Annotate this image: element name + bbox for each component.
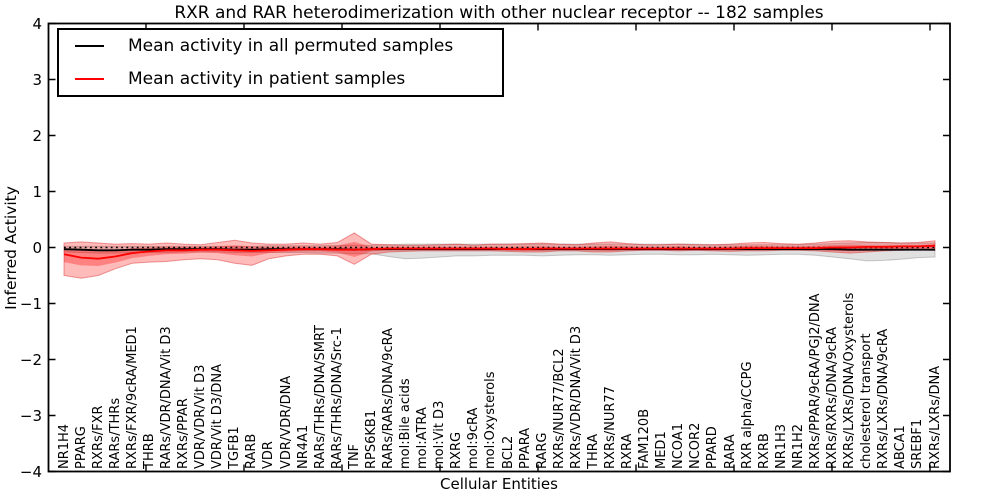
x-tick-label: RARG (534, 432, 550, 469)
x-tick-label: RARB (244, 433, 260, 469)
x-tick-label: RXRs/LXRs/DNA (927, 365, 943, 469)
y-tick-label: 2 (32, 126, 42, 145)
permuted-line-swatch (75, 45, 104, 48)
x-tick-label: RARs/RARs/DNA/9cRA (380, 328, 396, 469)
x-tick-label: NR1H3 (773, 423, 789, 469)
x-tick-label: SREBF1 (910, 418, 926, 469)
x-tick-label: VDR/VDR/Vit D3 (193, 364, 209, 469)
x-tick-label: RARs/THRs/DNA/SMRT (312, 325, 328, 469)
x-tick-label: RXRs/NUR77 (603, 386, 618, 469)
x-tick-label: RARs/VDR/DNA/Vit D3 (158, 326, 174, 469)
x-tick-label: mol:Oxysterols (483, 371, 499, 470)
x-tick-label: THRB (141, 433, 157, 469)
x-tick-label: mol:Vit D3 (432, 400, 448, 469)
x-tick-label: VDR/VDR/DNA (278, 375, 294, 469)
x-tick-label: PPARA (517, 427, 533, 469)
y-tick-label: 3 (32, 70, 42, 89)
x-tick-label: RXRB (756, 433, 772, 469)
x-tick-label: NCOA1 (671, 423, 687, 469)
chart-title: RXR and RAR heterodimerization with othe… (174, 3, 824, 23)
axis-tick-marks (48, 22, 950, 473)
x-tick-label: FAM120B (637, 408, 653, 469)
x-tick-label: RARs/THRs (107, 397, 123, 469)
x-tick-label: NR1H2 (790, 423, 806, 469)
y-tick-label: −2 (19, 350, 42, 369)
y-tick-label: 1 (32, 182, 42, 201)
x-tick-label: ABCA1 (893, 425, 909, 469)
legend-label-patient: Mean activity in patient samples (128, 68, 406, 89)
x-tick-label: RARA (722, 434, 738, 469)
x-axis-label: Cellular Entities (440, 475, 558, 493)
x-tick-label: PPARD (705, 426, 721, 469)
x-tick-label: mol:ATRA (415, 407, 431, 469)
x-tick-label: RXR alpha/CCPG (739, 361, 755, 469)
x-tick-label: TNF (346, 443, 362, 469)
x-tick-label: RXRs/RXRs/DNA/9cRA (825, 326, 841, 469)
x-tick-label: THRA (585, 433, 601, 469)
x-tick-label: BCL2 (500, 435, 516, 469)
legend-item-permuted: Mean activity in all permuted samples (59, 30, 502, 63)
x-tick-label: RXRs/LXRs/DNA/Oxysterols (842, 292, 858, 469)
y-tick-label: −4 (19, 462, 42, 481)
y-tick-label: 4 (32, 14, 42, 33)
patient-line-swatch (75, 77, 104, 80)
y-tick-label: −3 (19, 406, 42, 425)
x-tick-label: TGFB1 (227, 426, 243, 469)
x-tick-label: NR1H4 (56, 423, 72, 469)
x-tick-label: NCOR2 (688, 422, 704, 469)
x-tick-label: RXRs/FXR (90, 405, 106, 469)
y-tick-label: 0 (32, 238, 42, 257)
x-tick-label: RXRA (620, 433, 636, 469)
x-tick-label: cholesterol transport (859, 333, 875, 469)
x-tick-label: NR4A1 (295, 424, 311, 469)
legend-label-permuted: Mean activity in all permuted samples (128, 36, 454, 57)
x-tick-label: RXRs/LXRs/DNA/9cRA (876, 328, 892, 469)
x-tick-label: mol:9cRA (466, 407, 482, 469)
x-tick-label: RXRG (449, 431, 465, 469)
x-tick-label: MED1 (654, 431, 670, 469)
x-tick-label: RXRs/VDR/DNA/Vit D3 (568, 325, 584, 469)
x-tick-label: PPARG (73, 426, 89, 469)
permuted-band (63, 242, 936, 262)
x-tick-label: RXRs/PPAR (176, 398, 192, 469)
x-tick-label: RXRs/PPAR/9cRA/PGJ2/DNA (807, 293, 823, 470)
patient-mean-line (63, 244, 936, 260)
x-tick-label: VDR/Vit D3/DNA (210, 363, 226, 469)
legend-item-patient: Mean activity in patient samples (59, 63, 502, 96)
x-tick-label: RPS6KB1 (363, 409, 379, 469)
legend: Mean activity in all permuted samples Me… (57, 28, 504, 97)
x-tick-label: RXRs/FXR/9cRA/MED1 (124, 326, 140, 469)
y-tick-label: −1 (19, 294, 42, 313)
x-tick-label: mol:Bile acids (398, 378, 414, 469)
x-tick-label: VDR (261, 441, 277, 469)
x-tick-label: RARs/THRs/DNA/Src-1 (329, 327, 345, 469)
x-tick-label: RXRs/NUR77/BCL2 (551, 348, 567, 469)
